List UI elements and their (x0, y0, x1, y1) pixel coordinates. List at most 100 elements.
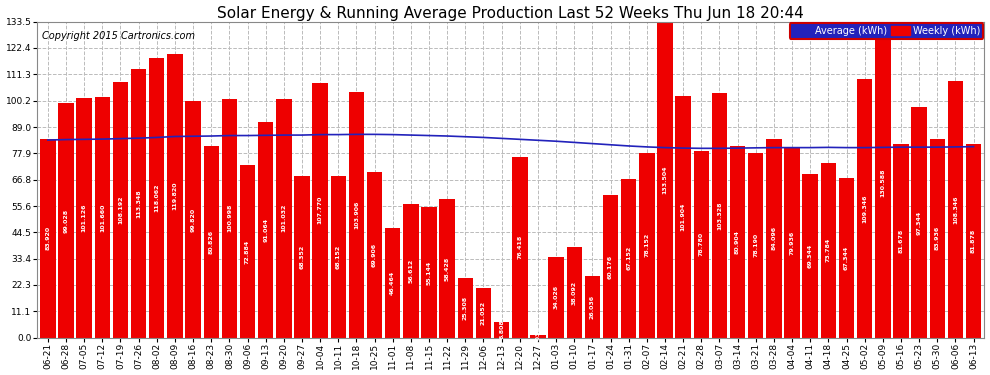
Text: 101.126: 101.126 (82, 204, 87, 232)
Bar (240, 165, 255, 338)
Bar (331, 176, 346, 338)
Text: 72.884: 72.884 (246, 239, 250, 264)
Bar (548, 257, 564, 338)
Text: 97.344: 97.344 (917, 210, 922, 235)
Bar (730, 146, 745, 338)
Bar (512, 157, 528, 338)
Text: 58.428: 58.428 (445, 256, 449, 280)
Text: 80.904: 80.904 (736, 230, 741, 254)
Text: 73.784: 73.784 (826, 238, 831, 262)
Text: 69.906: 69.906 (372, 243, 377, 267)
Text: 68.352: 68.352 (300, 244, 305, 269)
Text: 130.588: 130.588 (880, 169, 885, 197)
Legend: Average (kWh), Weekly (kWh): Average (kWh), Weekly (kWh) (790, 23, 983, 39)
Bar (185, 101, 201, 338)
Bar (803, 174, 818, 338)
Bar (966, 144, 981, 338)
Title: Solar Energy & Running Average Production Last 52 Weeks Thu Jun 18 20:44: Solar Energy & Running Average Productio… (218, 6, 804, 21)
Bar (367, 172, 382, 338)
Text: 38.092: 38.092 (572, 280, 577, 304)
Bar (893, 144, 909, 338)
Text: 60.176: 60.176 (608, 254, 613, 279)
Bar (566, 248, 582, 338)
Bar (784, 148, 800, 338)
Text: 108.346: 108.346 (953, 195, 958, 224)
Text: 81.878: 81.878 (971, 229, 976, 253)
Text: 101.904: 101.904 (681, 203, 686, 231)
Text: 78.190: 78.190 (753, 233, 758, 257)
Bar (476, 288, 491, 338)
Bar (222, 99, 237, 338)
Text: 76.418: 76.418 (518, 235, 523, 260)
Text: 1.030: 1.030 (536, 327, 541, 346)
Bar (748, 153, 763, 338)
Bar (657, 22, 673, 338)
Text: 100.998: 100.998 (227, 204, 232, 232)
Bar (204, 146, 219, 338)
Text: 101.032: 101.032 (281, 204, 286, 232)
Text: 107.770: 107.770 (318, 196, 323, 224)
Text: 119.820: 119.820 (172, 182, 177, 210)
Text: 78.780: 78.780 (699, 232, 704, 256)
Bar (149, 58, 164, 338)
Text: 109.346: 109.346 (862, 194, 867, 222)
Bar (41, 139, 55, 338)
Bar (675, 96, 691, 338)
Bar (403, 204, 419, 338)
Bar (131, 69, 147, 338)
Bar (766, 139, 782, 338)
Bar (821, 163, 837, 338)
Text: 79.936: 79.936 (790, 231, 795, 255)
Text: 25.308: 25.308 (463, 296, 468, 320)
Bar (457, 278, 473, 338)
Text: 99.820: 99.820 (191, 207, 196, 232)
Text: 55.144: 55.144 (427, 260, 432, 285)
Bar (930, 139, 945, 338)
Bar (385, 228, 400, 338)
Bar (621, 179, 637, 338)
Text: 103.328: 103.328 (717, 201, 722, 229)
Text: 103.906: 103.906 (354, 201, 359, 229)
Bar (258, 122, 273, 338)
Bar (494, 321, 509, 338)
Bar (947, 81, 963, 338)
Text: 56.612: 56.612 (409, 258, 414, 283)
Text: 69.344: 69.344 (808, 243, 813, 268)
Bar (313, 82, 328, 338)
Bar (58, 103, 73, 338)
Text: 67.344: 67.344 (844, 246, 849, 270)
Bar (712, 93, 728, 338)
Text: 68.152: 68.152 (336, 245, 341, 269)
Text: 26.036: 26.036 (590, 295, 595, 319)
Bar (839, 178, 854, 338)
Text: 84.096: 84.096 (771, 226, 776, 250)
Text: 80.826: 80.826 (209, 230, 214, 254)
Text: 83.920: 83.920 (46, 226, 50, 251)
Bar (167, 54, 182, 338)
Text: 81.678: 81.678 (899, 229, 904, 253)
Text: 101.660: 101.660 (100, 203, 105, 231)
Bar (113, 82, 128, 338)
Text: 113.348: 113.348 (137, 189, 142, 218)
Bar (640, 153, 654, 338)
Text: 83.936: 83.936 (935, 226, 940, 251)
Bar (440, 200, 454, 338)
Text: 78.152: 78.152 (644, 233, 649, 257)
Bar (294, 176, 310, 338)
Text: Copyright 2015 Cartronics.com: Copyright 2015 Cartronics.com (42, 31, 195, 41)
Text: 118.062: 118.062 (154, 184, 159, 212)
Text: 99.028: 99.028 (63, 209, 68, 232)
Bar (76, 98, 92, 338)
Bar (875, 28, 891, 338)
Text: 91.064: 91.064 (263, 218, 268, 242)
Text: 46.464: 46.464 (390, 270, 395, 295)
Text: 34.026: 34.026 (553, 285, 558, 309)
Text: 133.504: 133.504 (662, 165, 667, 194)
Bar (585, 276, 600, 338)
Bar (348, 92, 364, 338)
Bar (694, 151, 709, 338)
Text: 108.192: 108.192 (118, 195, 123, 224)
Bar (603, 195, 619, 338)
Bar (276, 99, 291, 338)
Bar (857, 79, 872, 338)
